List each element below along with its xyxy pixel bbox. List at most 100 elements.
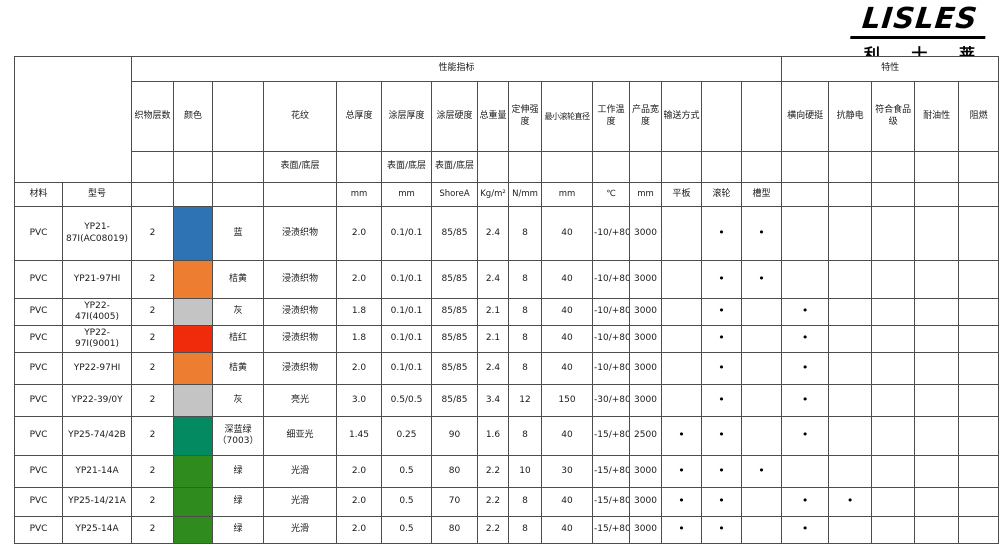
blank-header-cell — [958, 182, 1000, 207]
weight-cell: 1.6 — [477, 416, 509, 456]
food-grade-dot-cell — [871, 325, 916, 353]
coating-thickness-cell: 0.25 — [381, 416, 432, 456]
unit-kg-m2: Kg/m² — [477, 182, 509, 207]
product-width-cell: 3000 — [629, 352, 662, 385]
trough-dot-cell — [740, 352, 783, 385]
weight-cell: 2.1 — [477, 325, 509, 353]
dot-marker: • — [801, 331, 809, 345]
blank-header-cell — [781, 182, 830, 207]
table-row: PVC YP25-14/21A 2 绿光滑 2.0 0.5 70 2.2 8 40 -15/+80 3… — [14, 487, 1000, 517]
min-roller-cell: 40 — [541, 298, 593, 326]
color-name-cell: 深蓝绿（7003） — [212, 416, 264, 456]
blank-header-cell — [871, 151, 916, 183]
material-cell: PVC — [14, 487, 63, 517]
coating-thickness-cell: 0.5 — [381, 455, 432, 488]
col-header-total-thickness: 总厚度 — [336, 81, 382, 152]
dot-marker: • — [801, 392, 809, 406]
dot-marker: • — [718, 494, 725, 508]
coating-thickness-cell: 0.1/0.1 — [381, 352, 432, 385]
color-swatch — [173, 416, 213, 456]
table-row: PVC YP21-87I(AC08019) 2 蓝浸渍织物 2.0 0.1/0.1 85/8… — [14, 206, 1000, 261]
model-cell: YP25-14/21A — [62, 487, 132, 517]
dot-marker: • — [678, 463, 685, 477]
working-temp-cell: -10/+80 — [592, 298, 630, 326]
plies-cell: 2 — [131, 455, 174, 488]
roller-dot-cell: • — [701, 206, 742, 261]
blank-header-cell — [661, 151, 702, 183]
unit-n-mm: N/mm — [508, 182, 542, 207]
flat-dot-cell — [661, 325, 702, 353]
color-name-cell: 灰 — [212, 298, 264, 326]
color-name-cell: 蓝 — [212, 206, 264, 261]
oil-dot-cell — [914, 352, 960, 385]
flat-dot-cell: • — [661, 455, 702, 488]
unit-shore: ShoreA — [431, 182, 478, 207]
col-header-coating-thickness: 涂层厚度 — [381, 81, 432, 152]
plies-cell: 2 — [131, 260, 174, 299]
hardness-cell: 80 — [431, 516, 478, 544]
model-cell: YP25-14A — [62, 516, 132, 544]
oil-dot-cell — [914, 416, 960, 456]
flat-dot-cell — [661, 298, 702, 326]
blank-header-cell — [263, 182, 337, 207]
roller-dot-cell: • — [701, 416, 742, 456]
stiffness-dot-cell: • — [781, 487, 830, 517]
coating-thickness-cell: 0.5/0.5 — [381, 384, 432, 417]
roller-dot-cell: • — [701, 260, 742, 299]
dot-marker: • — [678, 522, 685, 536]
subheader-roller: 滚轮 — [701, 182, 742, 207]
weight-cell: 3.4 — [477, 384, 509, 417]
col-header-material: 材料 — [14, 182, 63, 207]
product-width-cell: 3000 — [629, 325, 662, 353]
dot-marker: • — [718, 392, 725, 406]
working-temp-cell: -15/+80 — [592, 416, 630, 456]
flame-dot-cell — [958, 487, 1000, 517]
stiffness-dot-cell: • — [781, 416, 830, 456]
trough-dot-cell: • — [740, 455, 783, 488]
dot-marker: • — [718, 225, 725, 239]
col-header-model: 型号 — [62, 182, 132, 207]
table-row: PVC YP25-74/42B 2 深蓝绿（7003） 细亚光 1.45 0.25 90 1.6… — [14, 416, 1000, 456]
subheader-surface-bottom: 表面/底层 — [263, 151, 337, 183]
trough-dot-cell: • — [740, 260, 783, 299]
flame-dot-cell — [958, 384, 1000, 417]
food-grade-dot-cell — [871, 416, 916, 456]
color-name-cell: 绿 — [212, 455, 264, 488]
dot-marker: • — [801, 522, 809, 536]
col-header-working-temp: 工作温度 — [592, 81, 630, 152]
min-roller-cell: 30 — [541, 455, 593, 488]
plies-cell: 2 — [131, 206, 174, 261]
min-roller-cell: 40 — [541, 416, 593, 456]
tensile-cell: 8 — [508, 487, 542, 517]
coating-thickness-cell: 0.5 — [381, 516, 432, 544]
flat-dot-cell: • — [661, 416, 702, 456]
blank-header-cell — [212, 182, 264, 207]
color-swatch — [173, 384, 213, 417]
color-name-cell: 桔红 — [212, 325, 264, 353]
col-header-flame-retardant: 阻燃 — [958, 81, 1000, 152]
antistatic-dot-cell — [828, 352, 873, 385]
stiffness-dot-cell — [781, 260, 830, 299]
trough-dot-cell — [740, 325, 783, 353]
blank-header-cell — [173, 151, 213, 183]
trough-dot-cell — [740, 298, 783, 326]
stiffness-dot-cell: • — [781, 352, 830, 385]
blank-header-cell — [781, 151, 830, 183]
unit-celsius: ℃ — [592, 182, 630, 207]
product-width-cell: 3000 — [629, 455, 662, 488]
tensile-cell: 8 — [508, 325, 542, 353]
food-grade-dot-cell — [871, 298, 916, 326]
model-cell: YP22-97HI — [62, 352, 132, 385]
hardness-cell: 85/85 — [431, 298, 478, 326]
min-roller-cell: 40 — [541, 325, 593, 353]
col-header-product-width: 产品宽度 — [629, 81, 662, 152]
plies-cell: 2 — [131, 384, 174, 417]
col-header-min-roller-dia: 最小滚轮直径 — [541, 81, 593, 152]
total-thickness-cell: 2.0 — [336, 487, 382, 517]
stiffness-dot-cell: • — [781, 325, 830, 353]
color-swatch — [173, 325, 213, 353]
oil-dot-cell — [914, 487, 960, 517]
blank-header-cell — [477, 151, 509, 183]
col-header-oil-resistance: 耐油性 — [914, 81, 960, 152]
flame-dot-cell — [958, 298, 1000, 326]
